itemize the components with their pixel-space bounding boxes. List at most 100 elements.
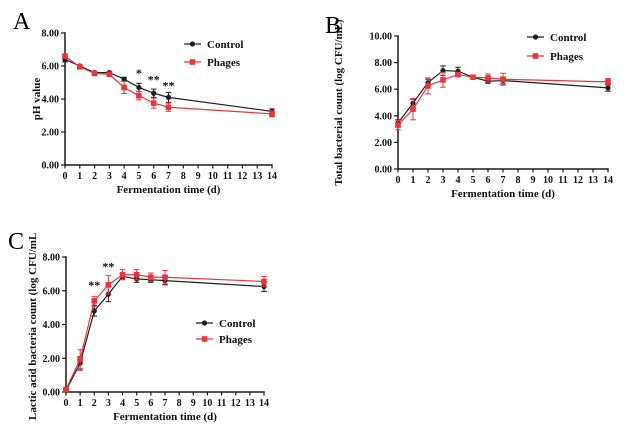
data-point-square	[106, 71, 113, 78]
x-tick-label: 8	[177, 398, 182, 409]
legend-label-phages: Phages	[207, 57, 241, 69]
y-tick-label: 2.00	[43, 354, 61, 365]
series-phages	[395, 71, 611, 131]
data-point-square	[119, 271, 126, 278]
data-point-circle	[121, 76, 127, 82]
data-point-square	[162, 274, 168, 281]
x-tick-label: 12	[231, 398, 241, 409]
y-tick-label: 6.00	[375, 85, 393, 96]
y-tick-label: 4.00	[43, 320, 61, 331]
x-tick-label: 14	[259, 398, 269, 409]
panel-label-b: B	[325, 13, 342, 39]
legend-label-phages: Phages	[550, 51, 584, 63]
legend-marker-square	[532, 53, 539, 59]
legend: Control Phages	[527, 32, 586, 63]
y-axis-label: Lactic acid bacteria count (log CFU/mL)	[27, 233, 39, 420]
data-point-square	[470, 74, 476, 81]
x-tick-label: 8	[516, 175, 521, 186]
x-tick-label: 6	[148, 398, 153, 409]
x-tick-label: 1	[77, 171, 82, 182]
chart-total-bacterial-count: 0.00 2.00 4.00 6.00 8.00 10.00 0 1 2 3 4 5 6 7 8 9 10 11 1…	[330, 19, 634, 202]
x-tick-label: 10	[208, 171, 218, 182]
legend-marker-square	[189, 59, 196, 65]
data-point-square	[62, 53, 68, 59]
x-tick-label: 5	[134, 398, 139, 409]
x-tick-label: 6	[486, 175, 491, 186]
legend-label-control: Control	[207, 39, 243, 51]
y-tick-label: 4.00	[375, 111, 393, 122]
y-tick-label: 2.00	[375, 138, 393, 149]
x-tick-label: 13	[245, 398, 255, 409]
x-axis-label: Fermentation time (d)	[113, 411, 217, 423]
y-tick-label: 0.00	[43, 388, 61, 399]
x-tick-label: 8	[181, 171, 186, 182]
legend-marker-square	[201, 336, 208, 342]
x-tick-label: 10	[543, 175, 553, 186]
data-point-square	[76, 64, 83, 70]
x-tick-label: 14	[267, 171, 277, 182]
significance-asterisk: **	[102, 260, 114, 274]
x-tick-label: 4	[456, 175, 461, 186]
y-tick-label: 0.00	[375, 165, 393, 176]
y-tick-label: 10.00	[370, 32, 393, 43]
data-point-square	[150, 100, 157, 106]
x-tick-label: 0	[396, 175, 401, 186]
x-tick-label: 3	[107, 171, 112, 182]
chart-svg-c: 0.002.004.006.008.000 1 2 3 4 5 6 7 8 9 10 11 12 13 14…	[27, 229, 269, 423]
legend-label-control: Control	[550, 32, 586, 44]
data-point-square	[136, 92, 142, 99]
data-point-square	[121, 84, 127, 91]
data-point-square	[91, 70, 98, 77]
x-tick-label: 5	[471, 175, 476, 186]
chart-ph-value: 0.00 2.00 4.00 6.00 8.00 0 1 2 3 4 5 6 7 8 9 10 11 12 13 14…	[30, 25, 290, 203]
data-point-circle	[605, 85, 611, 91]
x-tick-label: 9	[531, 175, 536, 186]
x-axis-label: Fermentation time (d)	[451, 188, 555, 200]
data-point-square	[269, 111, 275, 117]
x-tick-label: 13	[588, 175, 598, 186]
x-tick-label: 4	[120, 398, 125, 409]
x-tick-label: 6	[151, 171, 156, 182]
x-tick-label: 1	[411, 175, 416, 186]
x-tick-label: 3	[441, 175, 446, 186]
x-tick-label: 0	[63, 171, 68, 182]
significance-asterisk: **	[148, 73, 160, 87]
significance-asterisk: **	[88, 278, 100, 292]
legend: Control Phages	[184, 39, 243, 69]
x-tick-label: 2	[426, 175, 431, 186]
legend-marker-circle	[532, 34, 539, 40]
x-tick-label: 7	[163, 398, 168, 409]
x-tick-label: 7	[501, 175, 506, 186]
data-point-circle	[151, 90, 157, 96]
x-axis-label: Fermentation time (d)	[117, 184, 221, 196]
y-tick-label: 6.00	[42, 62, 60, 73]
data-point-square	[455, 71, 461, 78]
data-point-square	[133, 271, 140, 278]
data-point-square	[410, 106, 416, 112]
x-tick-label: 2	[92, 171, 97, 182]
panel-label-a: A	[13, 9, 31, 35]
y-tick-label: 0.00	[42, 161, 60, 172]
x-tick-label: 9	[191, 398, 196, 409]
x-tick-label: 11	[217, 398, 226, 409]
data-point-circle	[91, 308, 97, 314]
y-axis-label: Total bacterial count (log CFU/mL)	[333, 20, 345, 186]
data-point-square	[605, 79, 611, 85]
x-tick-label: 3	[106, 398, 111, 409]
x-tick-label: 5	[136, 171, 141, 182]
legend-label-phages: Phages	[219, 334, 253, 346]
legend: Control Phages	[196, 318, 255, 346]
data-point-square	[485, 75, 491, 81]
chart-svg-a: 0.002.004.006.008.000 1 2 3 4 5 6 7 8 9 10 11 12 13 14…	[31, 29, 277, 197]
data-point-circle	[136, 84, 142, 91]
data-point-circle	[165, 94, 172, 100]
y-tick-label: 8.00	[375, 58, 393, 69]
x-tick-label: 4	[122, 171, 127, 182]
data-point-square	[148, 274, 154, 281]
significance-asterisk: **	[163, 78, 175, 92]
x-tick-label: 0	[64, 398, 69, 409]
data-point-circle	[440, 67, 446, 74]
x-tick-label: 12	[237, 171, 247, 182]
